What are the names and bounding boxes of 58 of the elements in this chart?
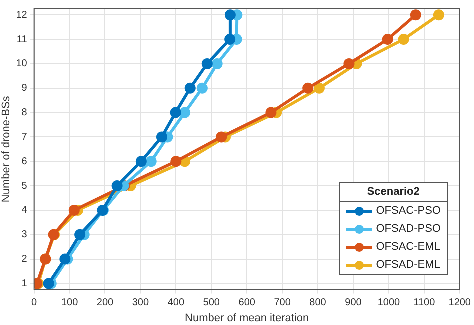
x-tick-label: 1200: [448, 298, 472, 309]
point: [266, 107, 277, 118]
point: [344, 58, 355, 70]
point: [68, 204, 80, 216]
x-tick-label: 900: [345, 298, 362, 309]
point: [43, 278, 54, 290]
x-axis-title: Number of mean iteration: [185, 312, 310, 324]
x-tick-label: 100: [61, 298, 79, 309]
point: [433, 10, 444, 21]
point: [410, 10, 422, 21]
y-tick-label: 7: [22, 132, 28, 143]
point: [302, 82, 314, 94]
point: [196, 82, 208, 94]
x-tick-label: 0: [32, 298, 38, 309]
y-tick-label: 2: [22, 254, 28, 266]
y-tick-label: 3: [22, 230, 28, 241]
legend-label: OFSAD-EML: [376, 259, 440, 271]
point: [136, 156, 147, 168]
point: [382, 34, 394, 46]
point: [170, 107, 182, 118]
y-tick-label: 8: [22, 108, 28, 119]
point: [314, 82, 325, 94]
point: [170, 156, 182, 168]
y-tick-label: 6: [22, 156, 28, 168]
point: [212, 58, 223, 70]
y-tick-label: 11: [16, 34, 28, 46]
x-tick-label: 1000: [378, 298, 401, 309]
point: [224, 34, 236, 46]
point: [224, 10, 236, 21]
x-tick-label: 1100: [414, 298, 436, 309]
y-tick-label: 12: [16, 10, 28, 21]
y-tick-label: 4: [22, 205, 28, 216]
point: [184, 82, 196, 94]
y-tick-label: 1: [22, 278, 28, 290]
legend-title: Scenario2: [340, 183, 447, 202]
y-tick-label: 5: [22, 180, 28, 192]
x-tick-label: 600: [238, 298, 256, 309]
point: [112, 180, 123, 192]
x-tick-label: 400: [168, 298, 185, 309]
point: [202, 58, 213, 70]
y-tick-label: 9: [22, 83, 28, 94]
legend-label: OFSAC-PSO: [376, 205, 441, 217]
x-tick-label: 300: [132, 298, 150, 309]
x-tick-label: 800: [310, 298, 327, 309]
point: [60, 254, 71, 265]
point: [146, 156, 157, 168]
legend-label: OFSAD-PSO: [376, 223, 441, 235]
legend-label: OFSAC-EML: [376, 241, 440, 253]
point: [180, 107, 191, 118]
x-tick-label: 500: [203, 298, 220, 309]
point: [156, 132, 168, 143]
point: [398, 34, 410, 46]
y-axis-title: Number of drone-BSs: [0, 96, 13, 203]
point: [74, 229, 86, 240]
x-tick-label: 700: [274, 298, 292, 309]
x-tick-label: 200: [96, 298, 114, 309]
y-tick-label: 10: [16, 58, 28, 70]
point: [216, 132, 228, 143]
